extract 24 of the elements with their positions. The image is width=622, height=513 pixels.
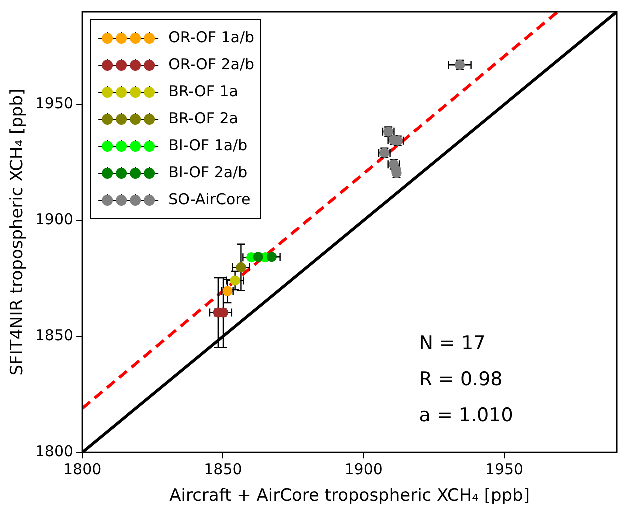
y-tick-label: 1800 (35, 442, 74, 460)
legend-label: BI-OF 2a/b (168, 163, 248, 182)
x-tick-label: 1900 (344, 460, 383, 478)
point (253, 252, 264, 262)
point (230, 276, 240, 286)
y-tick-label: 1850 (35, 326, 74, 345)
annotation: N = 17 (419, 332, 486, 355)
legend-label: SO-AirCore (168, 190, 251, 208)
legend-label: BI-OF 1a/b (168, 136, 248, 154)
legend-label: BR-OF 2a (168, 109, 238, 128)
x-tick-label: 1950 (485, 460, 524, 478)
annotation: R = 0.98 (419, 368, 503, 391)
x-tick-label: 1850 (204, 460, 242, 478)
x-axis-title: Aircraft + AirCore tropospheric XCH₄ [ppb] (170, 486, 530, 506)
y-tick-label: 1900 (35, 210, 74, 229)
legend-label: OR-OF 1a/b (168, 28, 255, 46)
legend-label: OR-OF 2a/b (168, 55, 255, 74)
legend-label: BR-OF 1a (168, 82, 238, 100)
point (236, 262, 246, 273)
point (266, 252, 277, 262)
y-tick-label: 1950 (35, 94, 74, 113)
annotation: a = 1.010 (419, 404, 514, 427)
x-tick-label: 1800 (63, 460, 102, 478)
y-axis-title: SFIT4NIR tropospheric XCH₄ [ppb] (8, 88, 28, 376)
